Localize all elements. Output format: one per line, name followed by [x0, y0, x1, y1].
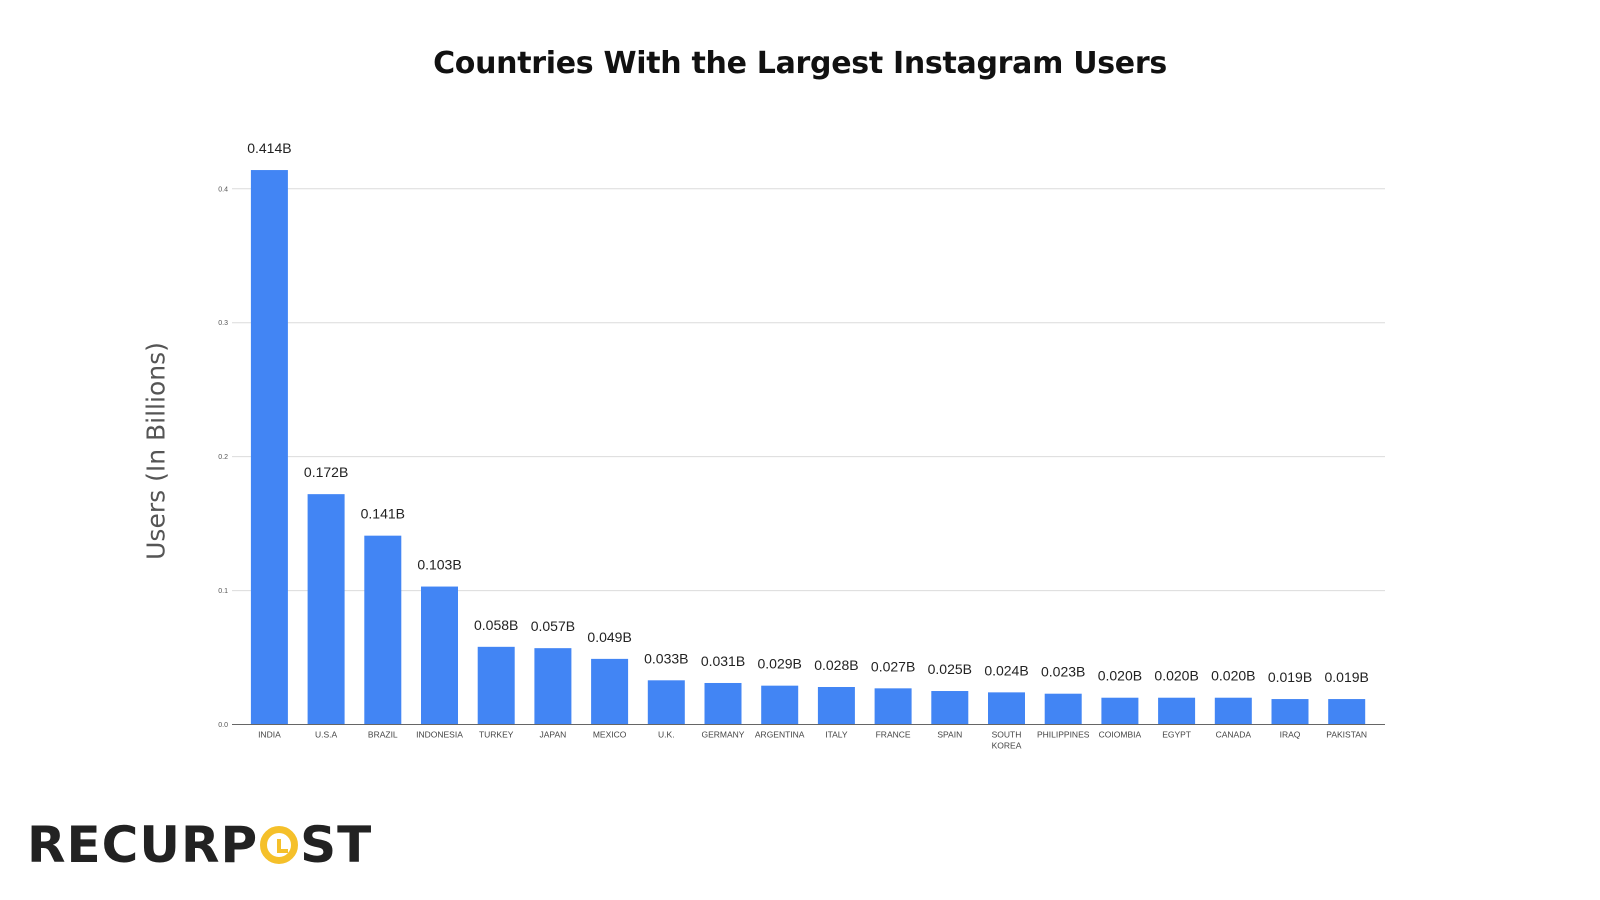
data-label: 0.029B: [758, 656, 802, 672]
bar: [874, 688, 912, 725]
bar: [421, 586, 458, 725]
x-tick-label: INDONESIA: [416, 730, 463, 740]
y-tick-label: 0.1: [218, 588, 228, 595]
bar: [591, 658, 629, 725]
x-tick-label: SPAIN: [937, 730, 962, 740]
x-tick-label: JAPAN: [540, 730, 567, 740]
x-tick-label: PHILIPPINES: [1037, 730, 1090, 740]
bar: [307, 494, 345, 725]
bar: [1271, 699, 1309, 725]
data-label: 0.058B: [474, 617, 518, 633]
data-label: 0.103B: [417, 557, 461, 573]
bar: [1101, 697, 1139, 725]
bar: [704, 682, 742, 725]
x-tick-label: ARGENTINA: [755, 730, 805, 740]
x-tick-label: COIOMBIA: [1099, 730, 1142, 740]
data-label: 0.025B: [928, 661, 972, 677]
logo-text-start: RECURP: [27, 816, 259, 874]
x-tick-label: IRAQ: [1280, 730, 1301, 740]
bar: [477, 646, 515, 725]
bar: [1158, 697, 1196, 725]
data-label: 0.049B: [587, 629, 631, 645]
y-tick-label: 0.2: [218, 454, 228, 461]
clock-icon: [260, 826, 299, 864]
x-tick-label: BRAZIL: [368, 730, 398, 740]
x-tick-label: MEXICO: [593, 730, 627, 740]
data-label: 0.019B: [1268, 669, 1312, 685]
data-label: 0.414B: [247, 140, 291, 156]
x-tick-label: PAKISTAN: [1326, 730, 1367, 740]
x-tick-label: KOREA: [992, 741, 1022, 751]
bar: [250, 170, 288, 725]
data-label: 0.033B: [644, 650, 688, 666]
logo-text-end: ST: [300, 816, 373, 874]
x-tick-label: EGYPT: [1162, 730, 1191, 740]
data-label: 0.020B: [1154, 668, 1198, 684]
data-label: 0.020B: [1098, 668, 1142, 684]
y-tick-label: 0.3: [218, 320, 228, 327]
bar: [1044, 693, 1082, 725]
bar: [1214, 697, 1252, 725]
recurpost-logo: RECURP ST: [27, 816, 372, 874]
x-tick-label: U.S.A: [315, 730, 338, 740]
x-tick-label: FRANCE: [876, 730, 911, 740]
x-tick-label: TURKEY: [479, 730, 514, 740]
data-label: 0.020B: [1211, 668, 1255, 684]
bar: [931, 691, 969, 725]
data-label: 0.023B: [1041, 664, 1085, 680]
x-tick-label: INDIA: [258, 730, 281, 740]
bar: [364, 535, 402, 725]
chart-title: Countries With the Largest Instagram Use…: [433, 46, 1167, 81]
bar: [761, 685, 799, 725]
y-tick-label: 0.4: [218, 186, 228, 193]
data-label: 0.031B: [701, 653, 745, 669]
x-tick-label: ITALY: [825, 730, 848, 740]
data-label: 0.028B: [814, 657, 858, 673]
bar: [534, 648, 572, 725]
data-label: 0.024B: [984, 662, 1028, 678]
data-label: 0.057B: [531, 618, 575, 634]
data-label: 0.141B: [361, 506, 405, 522]
x-tick-label: CANADA: [1216, 730, 1252, 740]
x-tick-label: SOUTH: [992, 730, 1022, 740]
x-tick-label: GERMANY: [702, 730, 745, 740]
bar: [988, 692, 1025, 725]
bar: [817, 687, 855, 725]
data-label: 0.027B: [871, 658, 915, 674]
x-tick-label: U.K.: [658, 730, 675, 740]
data-label: 0.019B: [1325, 669, 1369, 685]
bar: [1328, 699, 1366, 725]
bar: [647, 680, 685, 725]
data-label: 0.172B: [304, 464, 348, 480]
y-tick-label: 0.0: [218, 722, 228, 729]
